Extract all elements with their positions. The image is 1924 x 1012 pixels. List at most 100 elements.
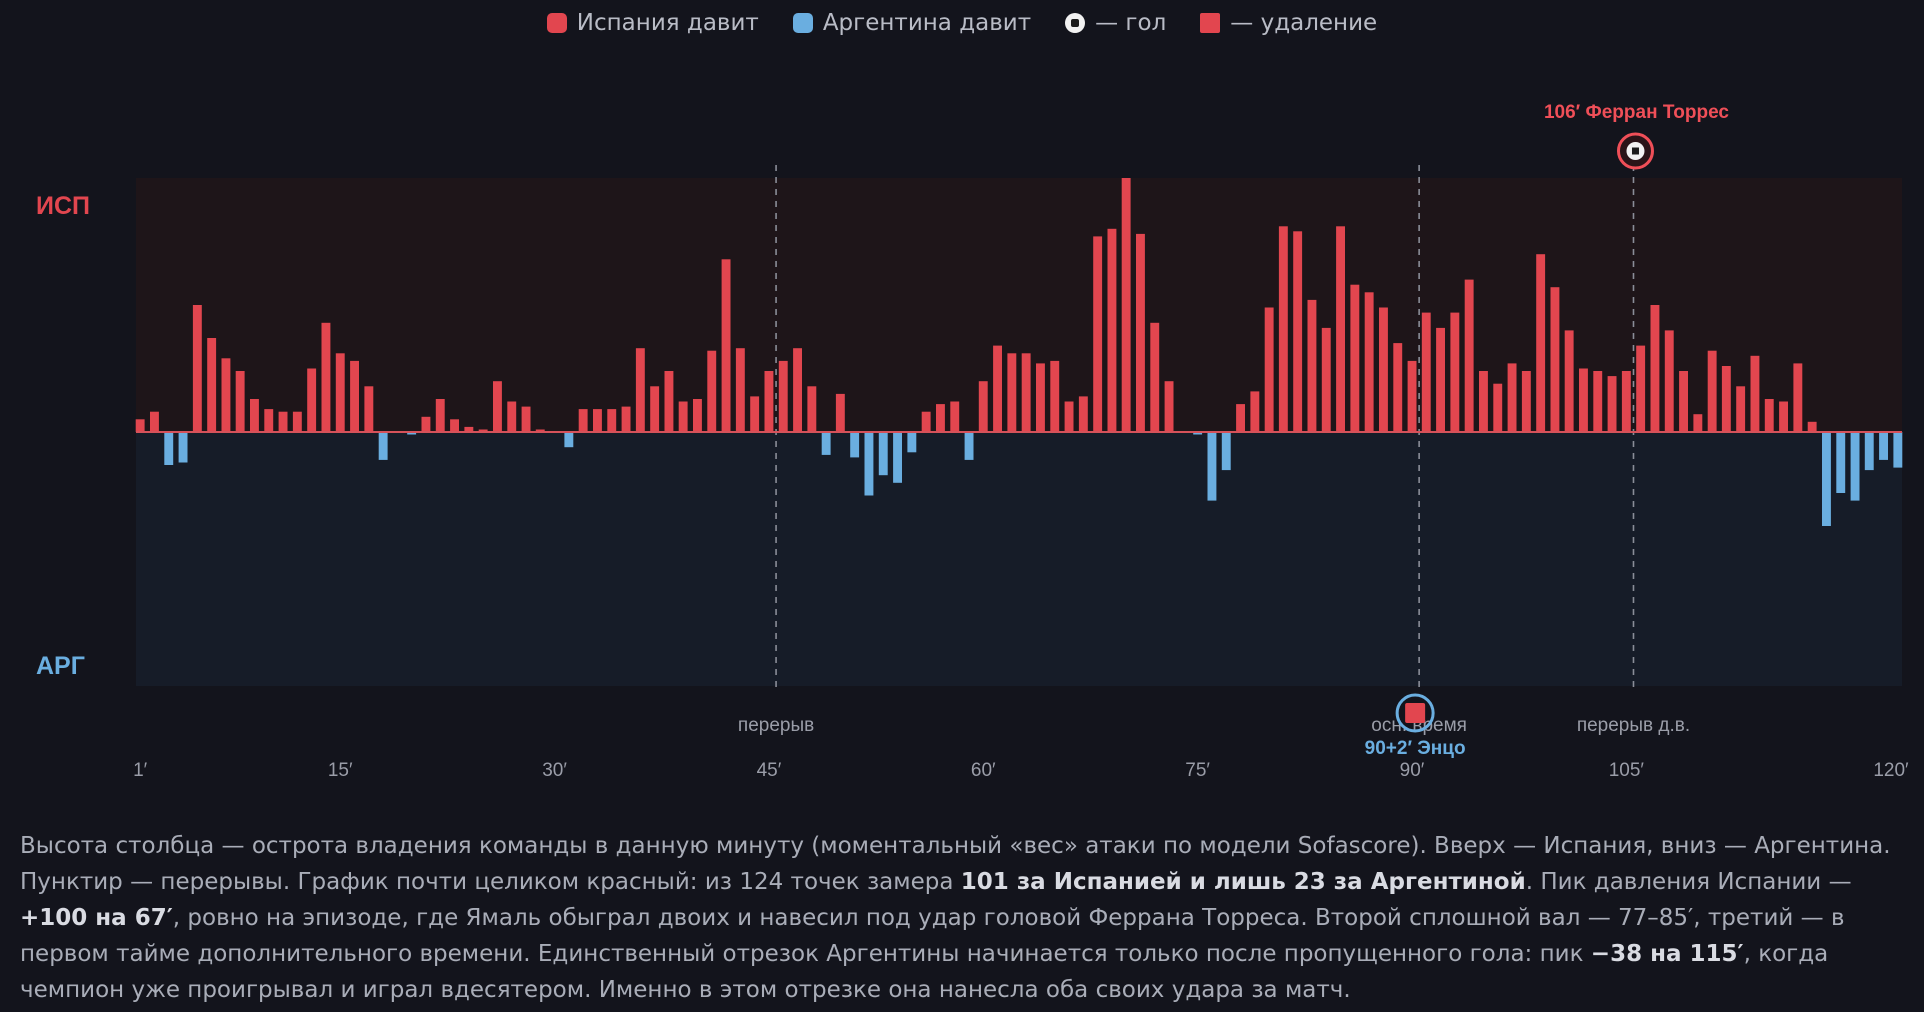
bar-spain (1621, 371, 1631, 432)
bar-argentina (964, 432, 974, 460)
bar-spain (1507, 363, 1517, 432)
bar-argentina (1850, 432, 1860, 501)
bar-spain (635, 348, 645, 432)
bar-spain (335, 353, 345, 432)
bar-spain (950, 401, 960, 432)
bar-spain (1736, 386, 1746, 432)
bar-argentina (821, 432, 831, 455)
legend-swatch-spain (546, 13, 567, 33)
bar-spain (1078, 396, 1088, 432)
bar-spain (421, 416, 431, 432)
bar-argentina (850, 432, 860, 458)
bar-spain (250, 399, 259, 432)
legend-label-argentina: Аргентина давит (822, 10, 1032, 36)
caption-text-4: , когда чемпион уже проигрывал и играл в… (20, 941, 1829, 1003)
x-tick-label: 60′ (971, 760, 996, 781)
bar-spain (1636, 345, 1646, 432)
chart-caption: Высота столбца — острота владения команд… (20, 828, 1904, 1008)
bar-spain (807, 386, 817, 432)
divider-lines (775, 165, 1635, 690)
bar-spain (1579, 368, 1588, 432)
bar-spain (1107, 228, 1117, 432)
bar-spain (535, 429, 545, 432)
bar-spain (607, 409, 617, 432)
divider-label: перерыв (738, 715, 814, 736)
x-axis-ticks: 1′ 15′ 30′ 45′ 60′ 75′ 90′ 105′ 120′ (133, 760, 1909, 781)
soccer-ball-patch (1631, 147, 1639, 155)
bar-spain (450, 419, 459, 432)
chart-legend: Испания давит Аргентина давит — гол — уд… (0, 8, 1924, 38)
bar-spain (993, 345, 1002, 432)
bar-spain (1321, 327, 1331, 432)
bar-spain (1450, 312, 1460, 432)
argentina-zone (136, 432, 1902, 686)
bar-spain (1021, 353, 1031, 432)
bar-spain (235, 371, 245, 432)
bar-spain (1679, 371, 1688, 432)
bar-spain (1336, 226, 1345, 432)
bar-spain (1693, 414, 1703, 432)
bar-spain (750, 396, 760, 432)
bar-argentina (564, 432, 574, 448)
bar-spain (1307, 299, 1317, 432)
bar-spain (936, 404, 945, 432)
x-tick-label: 105′ (1609, 760, 1645, 781)
bar-spain (1721, 366, 1731, 432)
caption-text-3: , ровно на эпизоде, где Ямаль обыграл дв… (20, 905, 1845, 967)
bar-spain (1093, 236, 1103, 432)
bar-spain (1479, 371, 1488, 432)
caption-bold-2: +100 на 67′ (20, 905, 173, 931)
divider-label: перерыв д.в. (1577, 715, 1690, 736)
x-tick-label: 30′ (542, 760, 567, 781)
legend-item-argentina[interactable]: Аргентина давит (792, 10, 1032, 36)
bar-spain (1164, 381, 1174, 432)
caption-text-1: Высота столбца — острота владения команд… (20, 833, 1891, 895)
bar-spain (835, 393, 845, 432)
bar-spain (1550, 287, 1560, 432)
bar-spain (1393, 343, 1403, 432)
bar-argentina (1864, 432, 1874, 471)
bar-spain (150, 411, 159, 432)
bar-argentina (1836, 432, 1846, 493)
red-card-icon (1200, 13, 1221, 33)
bar-spain (521, 406, 531, 432)
red-card-label: 90+2′ Энцо (1365, 738, 1466, 759)
red-card-icon (1405, 703, 1426, 723)
caption-bold-1: 101 за Испанией и лишь 23 за Аргентиной (960, 869, 1526, 895)
x-tick-label: 90′ (1400, 760, 1425, 781)
bar-spain (1493, 383, 1503, 432)
bar-argentina (1221, 432, 1231, 471)
bar-argentina (907, 432, 917, 453)
legend-item-spain[interactable]: Испания давит (546, 10, 759, 36)
bar-argentina (378, 432, 388, 460)
bar-spain (1421, 312, 1431, 432)
side-label-argentina: АРГ (36, 652, 85, 680)
caption-bold-3: −38 на 115′ (1590, 941, 1744, 967)
legend-item-goal: — гол (1065, 10, 1166, 36)
bar-argentina (864, 432, 874, 496)
bar-spain (1764, 399, 1774, 432)
legend-label-spain: Испания давит (576, 10, 759, 36)
goal-label: 106′ Ферран Торрес (1544, 102, 1729, 123)
bar-spain (1793, 363, 1803, 432)
bar-spain (664, 371, 674, 432)
bar-spain (307, 368, 317, 432)
bar-spain (1407, 360, 1417, 432)
bar-spain (464, 426, 474, 432)
bar-argentina (407, 432, 417, 435)
bar-spain (264, 409, 274, 432)
bar-argentina (164, 432, 174, 465)
bar-spain (1536, 254, 1546, 432)
bar-spain (1050, 360, 1060, 432)
bar-spain (1607, 376, 1617, 432)
caption-text-2: . Пик давления Испании — (1525, 869, 1852, 895)
bar-spain (735, 348, 745, 432)
bar-argentina (178, 432, 188, 463)
bar-spain (1521, 371, 1531, 432)
x-tick-label: 1′ (133, 760, 148, 781)
bar-spain (1750, 355, 1760, 432)
legend-swatch-argentina (792, 13, 813, 33)
bar-spain (192, 305, 202, 432)
legend-label-red-card: — удаление (1230, 10, 1378, 36)
red-card-marker-ring (1395, 693, 1435, 733)
